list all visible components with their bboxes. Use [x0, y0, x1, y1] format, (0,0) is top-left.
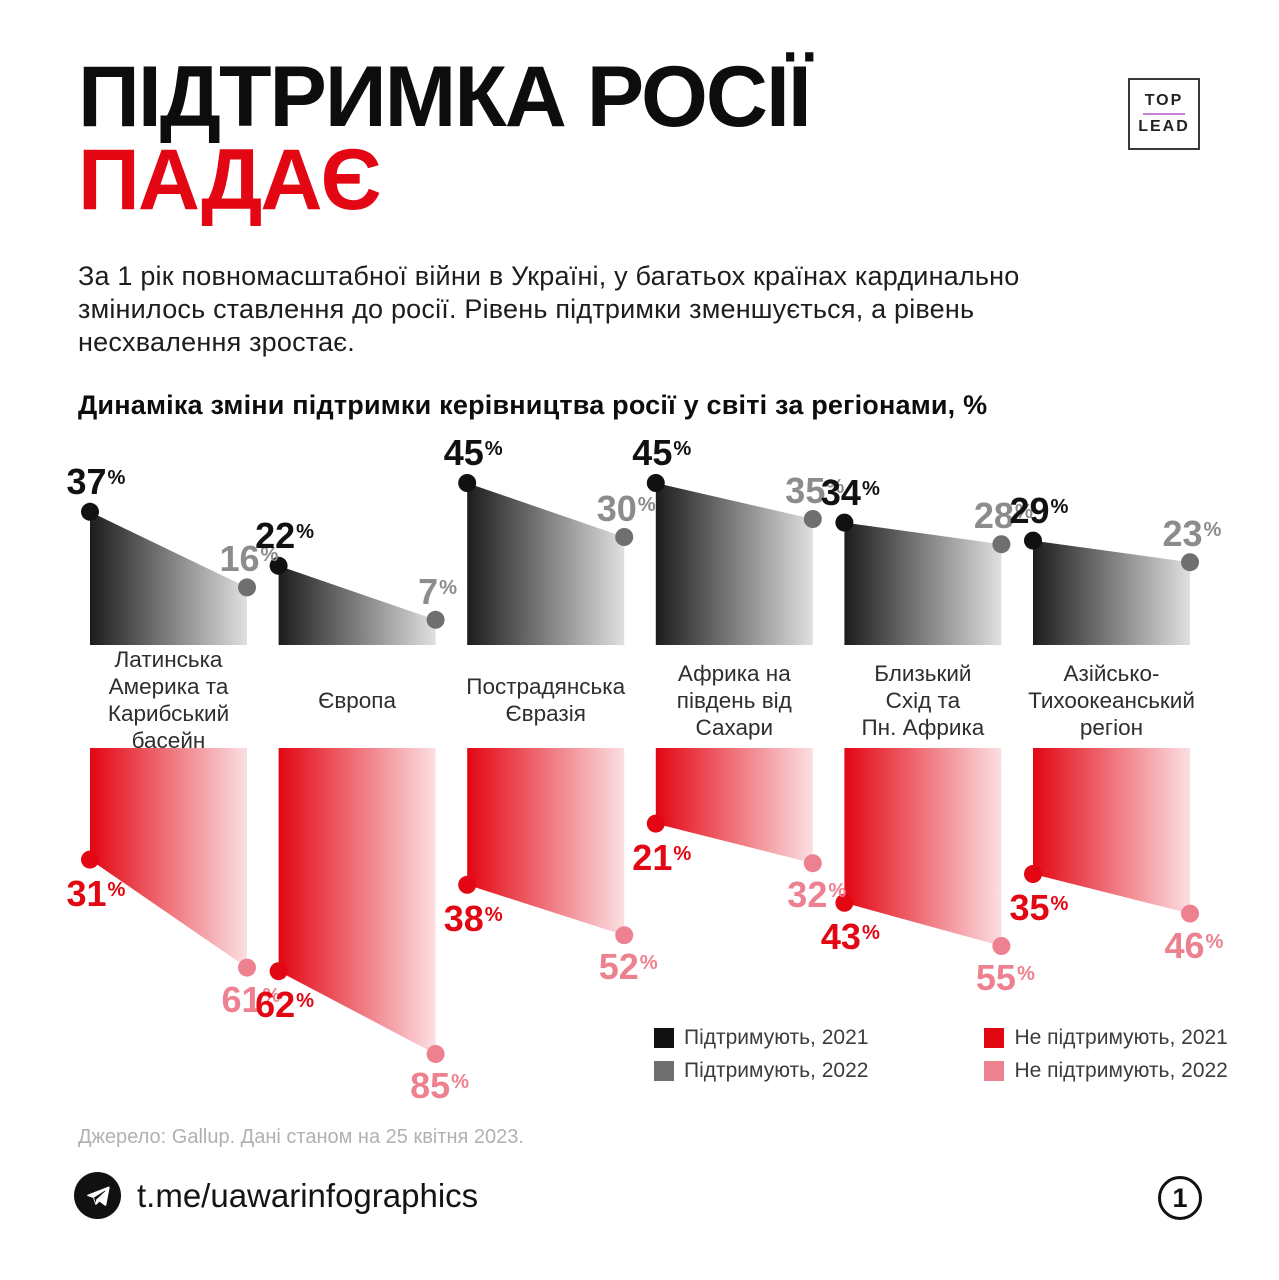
oppose-wedge — [467, 748, 625, 936]
support-2022-dot — [238, 578, 256, 597]
support-2021-dot — [81, 502, 99, 521]
page-title-black: ПІДТРИМКА РОСІЇ — [78, 49, 812, 145]
oppose-wedge — [278, 748, 436, 1054]
support-2021-dot — [458, 474, 477, 492]
support-wedge — [90, 511, 247, 645]
oppose-wedge — [1033, 748, 1190, 914]
legend-swatch — [984, 1061, 1005, 1081]
support-wedge — [844, 522, 1002, 645]
chart-title: Динаміка зміни підтримки керівництва рос… — [78, 390, 988, 420]
toplead-logo-top-text: TOP — [1144, 91, 1184, 109]
source-note: Джерело: Gallup. Дані станом на 25 квітн… — [78, 1126, 524, 1148]
oppose-2021-dot — [646, 814, 665, 833]
legend-item: Підтримують, 2022 — [654, 1059, 868, 1083]
legend-label: Підтримують, 2021 — [684, 1026, 869, 1049]
support-2021-dot — [835, 513, 854, 532]
support-2021-dot — [1024, 531, 1042, 550]
legend-item: Не підтримують, 2022 — [984, 1059, 1228, 1083]
oppose-2022-dot — [615, 926, 634, 945]
support-2022-dot — [615, 528, 634, 546]
oppose-wedge — [844, 748, 1002, 946]
oppose-2021-dot — [269, 962, 288, 981]
oppose-2022-dot — [238, 958, 256, 977]
support-2022-dot — [992, 535, 1011, 554]
legend-item: Не підтримують, 2021 — [984, 1026, 1228, 1050]
support-wedge — [655, 483, 813, 645]
legend-column: Не підтримують, 2021 Не підтримують, 2022 — [984, 1026, 1228, 1092]
legend-column: Підтримують, 2021 Підтримують, 2022 — [654, 1026, 868, 1092]
page-title: ПІДТРИМКА РОСІЇ ПАДАЄ — [78, 49, 812, 228]
legend-swatch — [654, 1061, 674, 1081]
support-wedge — [467, 483, 625, 645]
oppose-2022-dot — [992, 937, 1011, 955]
legend-item: Підтримують, 2021 — [654, 1026, 868, 1050]
oppose-2021-dot — [81, 850, 99, 869]
oppose-2022-dot — [803, 854, 822, 873]
legend-label: Не підтримують, 2021 — [1014, 1026, 1228, 1049]
support-wedge — [278, 565, 436, 645]
support-2022-dot — [803, 510, 822, 528]
oppose-wedge — [655, 748, 813, 864]
legend-label: Підтримують, 2022 — [684, 1059, 869, 1082]
intro-line: За 1 рік повномасштабної війни в Україні… — [78, 261, 1020, 291]
support-2022-dot — [1181, 553, 1199, 572]
oppose-2022-dot — [426, 1045, 445, 1063]
telegram-handle: t.me/uawarinfographics — [137, 1176, 479, 1214]
page-number-badge: 1 — [1158, 1176, 1202, 1220]
legend-swatch — [984, 1028, 1005, 1048]
support-2022-dot — [426, 610, 445, 629]
oppose-2021-dot — [1024, 865, 1042, 883]
intro-line: несхвалення зростає. — [78, 327, 355, 357]
oppose-2021-dot — [835, 893, 854, 912]
oppose-wedge — [90, 748, 247, 968]
intro-paragraph: За 1 рік повномасштабної війни в Україні… — [78, 260, 1019, 359]
telegram-link[interactable]: t.me/uawarinfographics — [74, 1172, 478, 1219]
legend-swatch — [654, 1028, 674, 1048]
support-2021-dot — [646, 474, 665, 492]
toplead-logo-divider — [1143, 113, 1185, 115]
page-title-red: ПАДАЄ — [78, 132, 382, 228]
toplead-logo: TOP LEAD — [1128, 78, 1200, 150]
telegram-icon — [74, 1172, 121, 1219]
support-2021-dot — [269, 556, 288, 575]
oppose-2022-dot — [1181, 904, 1199, 923]
support-wedge — [1033, 540, 1190, 645]
oppose-2021-dot — [458, 875, 477, 894]
toplead-logo-bottom-text: LEAD — [1138, 118, 1190, 135]
chart-legend: Підтримують, 2021 Підтримують, 2022 Не під… — [654, 1026, 1228, 1092]
legend-label: Не підтримують, 2022 — [1014, 1059, 1228, 1082]
intro-line: змінилось ставлення до росії. Рівень під… — [78, 294, 975, 324]
